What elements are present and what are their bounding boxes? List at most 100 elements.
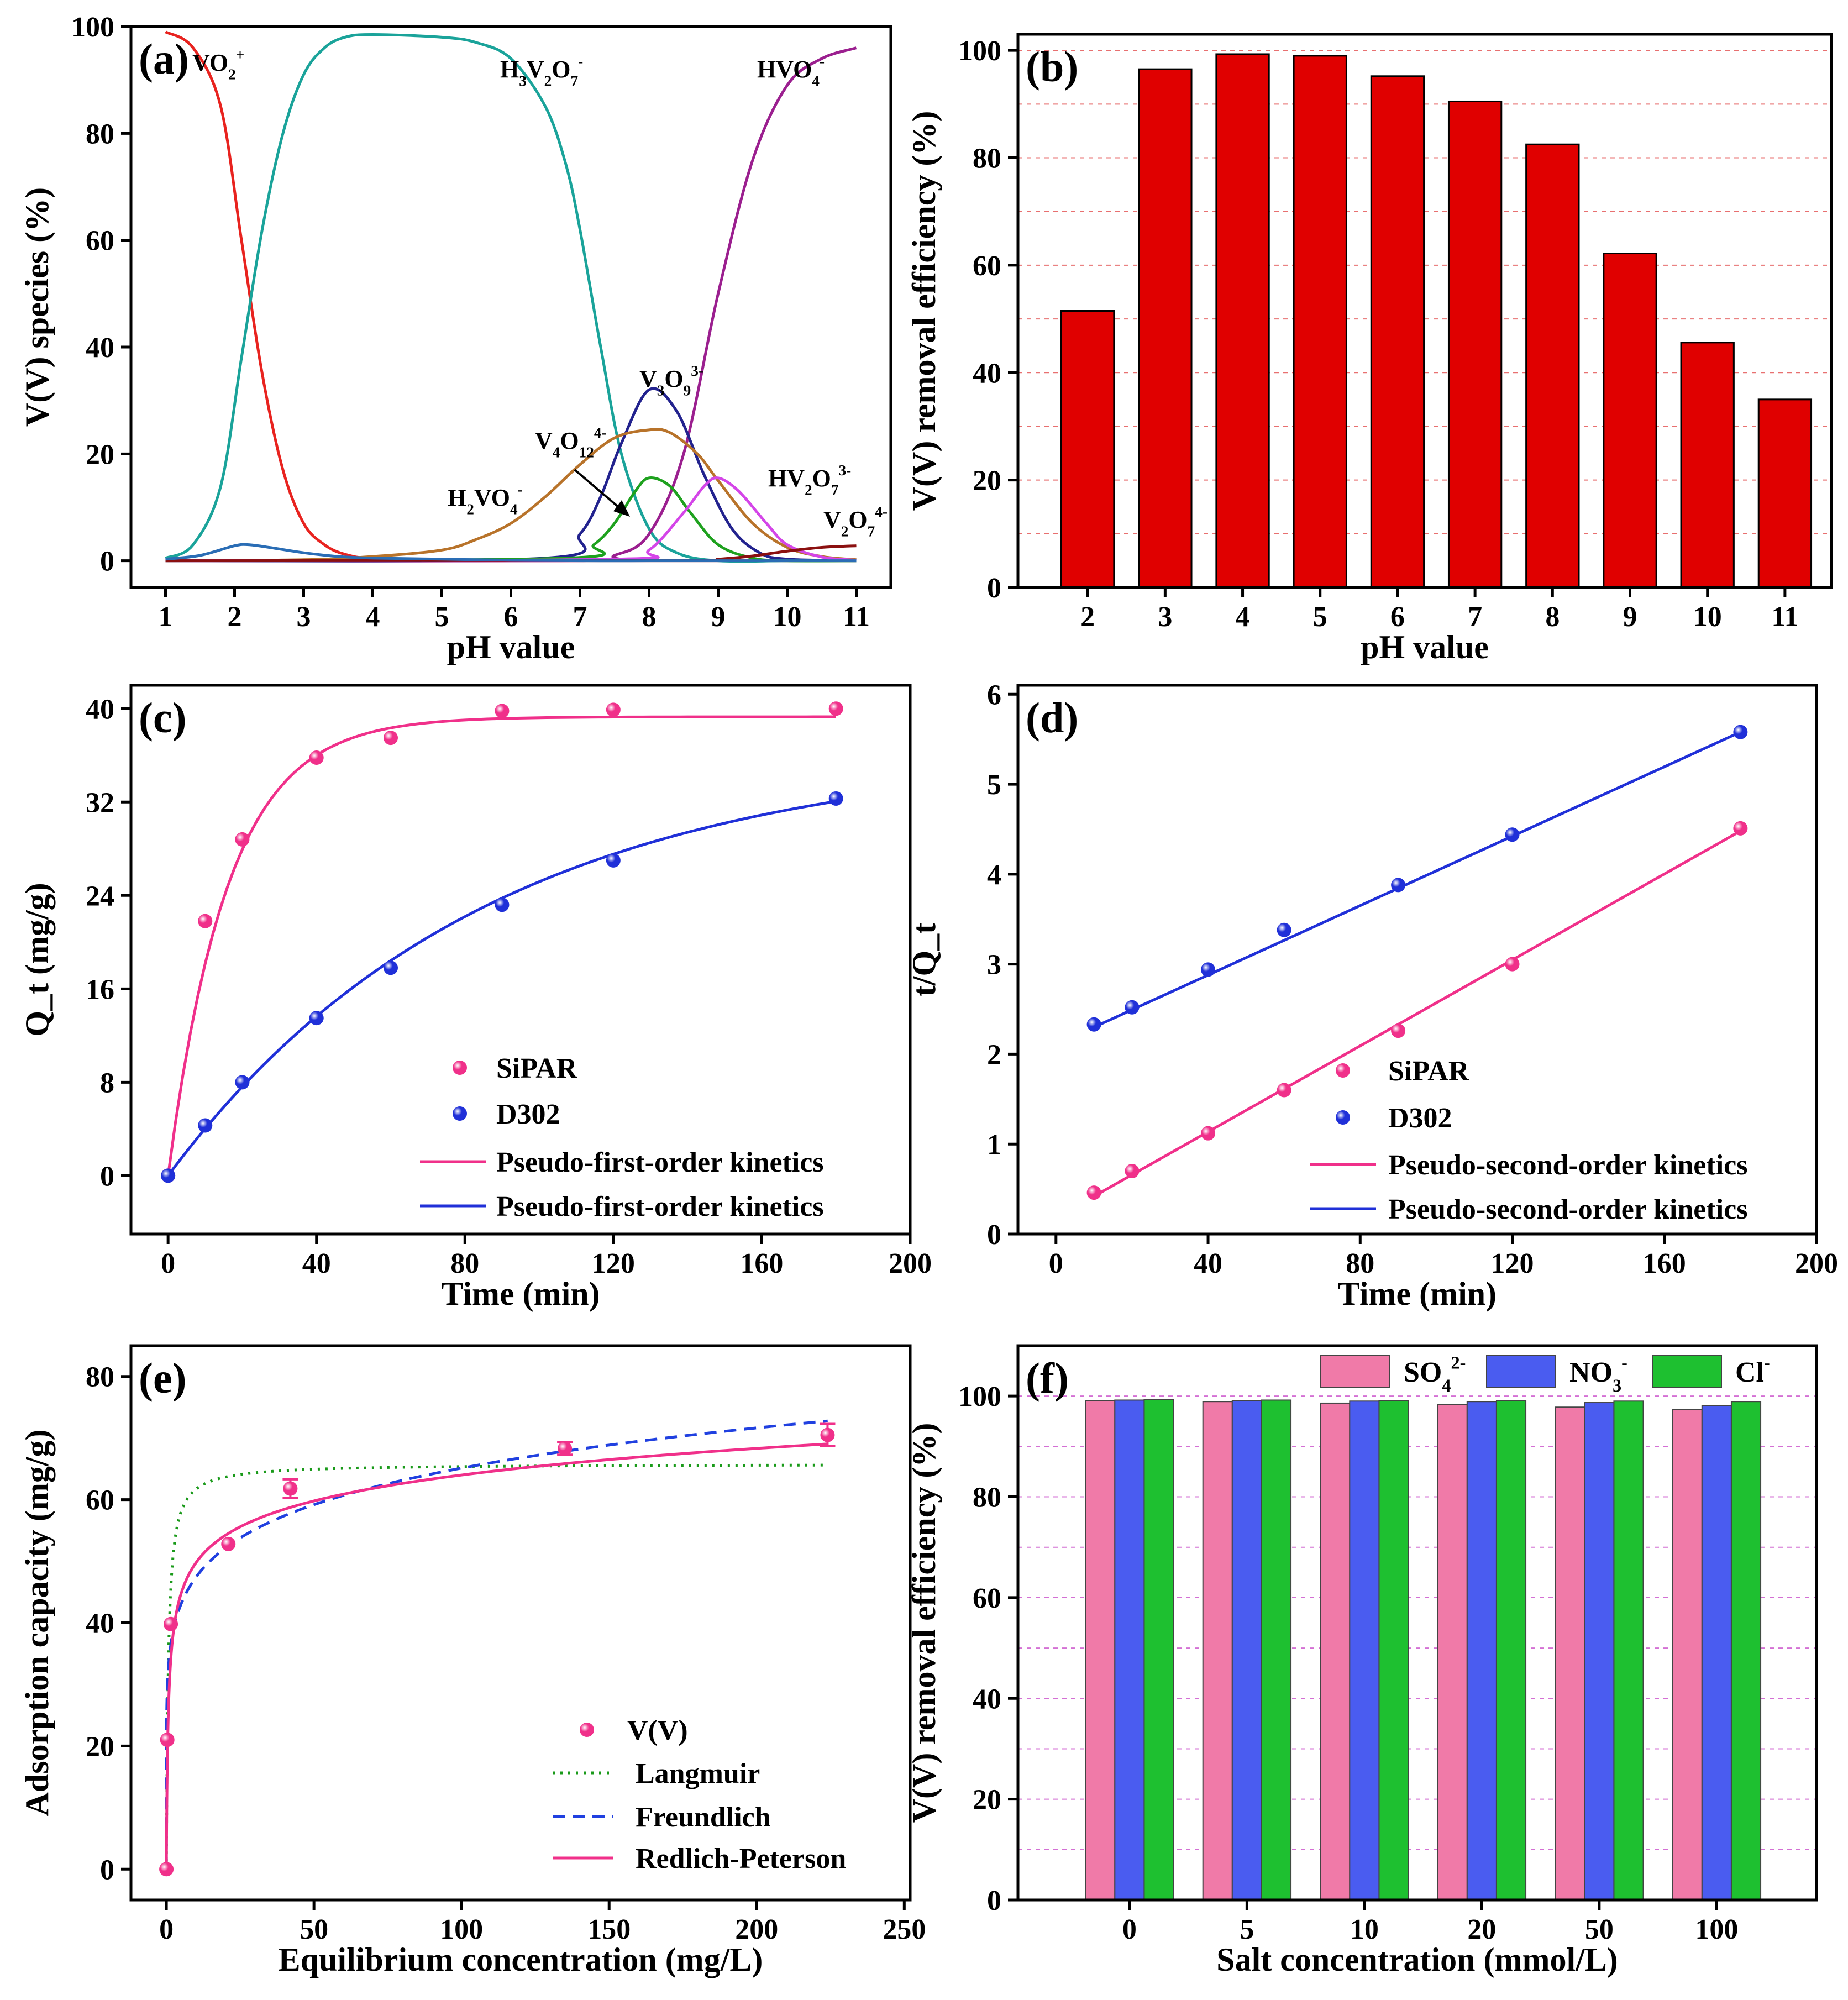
data-point (558, 1441, 573, 1456)
species-curve (165, 428, 857, 563)
species-label-h3v2o7: H3V2O7 - (500, 53, 583, 89)
legend-label: Pseudo-first-order kinetics (496, 1147, 824, 1178)
panel-label: (c) (139, 694, 187, 742)
data-point (198, 914, 213, 928)
species-label-v4o12-part: 12 (579, 444, 594, 460)
data-point (1125, 1000, 1140, 1015)
legend-label: Freundlich (636, 1802, 771, 1833)
legend-label: Langmuir (636, 1758, 760, 1789)
panel-label: (b) (1026, 43, 1078, 91)
x-tick-label: 20 (1467, 1914, 1496, 1945)
legend-label: NO3- (1569, 1353, 1628, 1396)
x-tick-label: 120 (592, 1248, 635, 1279)
x-axis-label: Time (min) (441, 1275, 600, 1312)
panel-label: (e) (139, 1354, 187, 1402)
y-tick-label: 0 (100, 1854, 114, 1886)
species-curve (165, 46, 857, 563)
legend-marker (1336, 1110, 1350, 1125)
species-label-hvo4-part: 4 (812, 72, 820, 89)
y-axis-label: Adsorption capacity (mg/g) (19, 1430, 55, 1817)
species-label-v2o7-part: V (823, 506, 841, 533)
x-axis-label: pH value (447, 629, 575, 665)
fit-line (1093, 830, 1741, 1198)
species-label-v3o9-part: V (639, 365, 657, 392)
panel-b: 2 3 4 5 6 7 8 9 10 11 0 20 40 60 80 100 pH value V(V) rem… (906, 33, 1833, 665)
data-point (1391, 878, 1406, 893)
x-tick-label: 160 (1643, 1248, 1686, 1279)
data-point (1733, 821, 1748, 836)
y-tick-label: 20 (973, 465, 1001, 497)
species-label-v4o12-part: 4- (594, 424, 607, 441)
plot-frame (1016, 684, 1818, 1236)
x-tick-label: 40 (302, 1248, 331, 1279)
species-label-v2o7-part: O (848, 506, 867, 533)
data-point (828, 791, 843, 806)
panel-label: (a) (139, 35, 189, 83)
species-label-v4o12-part: O (560, 427, 579, 454)
data-point (384, 731, 398, 746)
data-point (309, 750, 324, 765)
x-tick-label: 5 (435, 601, 449, 633)
bar (1138, 68, 1193, 589)
x-tick-label: 11 (1771, 601, 1798, 633)
bar (1466, 1401, 1497, 1901)
legend-label-part: NO (1569, 1357, 1613, 1388)
data-point (235, 832, 250, 847)
bar (1143, 1399, 1174, 1901)
plot-frame (129, 684, 912, 1236)
legend-label: V(V) (627, 1715, 688, 1746)
x-tick-label: 6 (1390, 601, 1405, 633)
x-tick-label: 0 (161, 1248, 175, 1279)
y-tick-label: 20 (86, 439, 114, 470)
species-label-vo2: VO2+ (192, 46, 244, 82)
x-tick-label: 9 (711, 601, 726, 633)
y-tick-label: 40 (973, 1683, 1001, 1715)
x-axis-label: Salt concentration (mmol/L) (1216, 1941, 1618, 1978)
x-tick-label: 100 (1695, 1914, 1738, 1945)
legend-swatch (1652, 1355, 1722, 1388)
panel-label: (d) (1026, 694, 1078, 742)
species-curve (165, 30, 857, 563)
y-tick-label: 6 (987, 679, 1001, 711)
x-tick-label: 100 (440, 1914, 483, 1945)
y-tick-label: 60 (86, 1485, 114, 1516)
x-tick-label: 10 (1693, 601, 1722, 633)
y-tick-label: 80 (973, 1482, 1001, 1514)
x-tick-label: 11 (843, 601, 870, 633)
y-tick-label: 80 (86, 118, 114, 150)
bar (1231, 1400, 1262, 1901)
y-tick-label: 5 (987, 769, 1001, 801)
x-tick-label: 200 (1795, 1248, 1838, 1279)
y-tick-label: 80 (973, 143, 1001, 175)
data-point (235, 1075, 250, 1090)
species-label-v2o7-part: 7 (868, 523, 875, 539)
pointer-arrow (574, 469, 624, 512)
bar (1349, 1400, 1380, 1901)
data-point (1201, 962, 1216, 977)
legend-marker (580, 1723, 594, 1737)
bar (1437, 1404, 1468, 1901)
x-tick-label: 10 (773, 601, 802, 633)
x-tick-label: 3 (297, 601, 311, 633)
y-tick-label: 40 (86, 1608, 114, 1640)
bar (1495, 1400, 1527, 1901)
species-label-v4o12: V4O124- (535, 424, 607, 460)
legend-label-part: SO (1404, 1357, 1442, 1388)
data-point (1201, 1126, 1216, 1141)
legend-label: Pseudo-second-order kinetics (1388, 1149, 1747, 1181)
y-tick-label: 80 (86, 1362, 114, 1393)
x-tick-label: 8 (1545, 601, 1560, 633)
x-tick-label: 7 (1468, 601, 1482, 633)
y-tick-label: 40 (86, 694, 114, 725)
x-tick-label: 160 (740, 1248, 783, 1279)
x-tick-label: 2 (1080, 601, 1095, 633)
bar (1680, 342, 1735, 589)
y-tick-label: 60 (973, 250, 1001, 282)
species-label-v2o7-part: 2 (841, 523, 849, 539)
legend-label: Pseudo-first-order kinetics (496, 1191, 824, 1222)
y-tick-label: 0 (100, 1161, 114, 1192)
legend-label-part: 2- (1451, 1353, 1466, 1373)
data-point (1277, 922, 1292, 937)
